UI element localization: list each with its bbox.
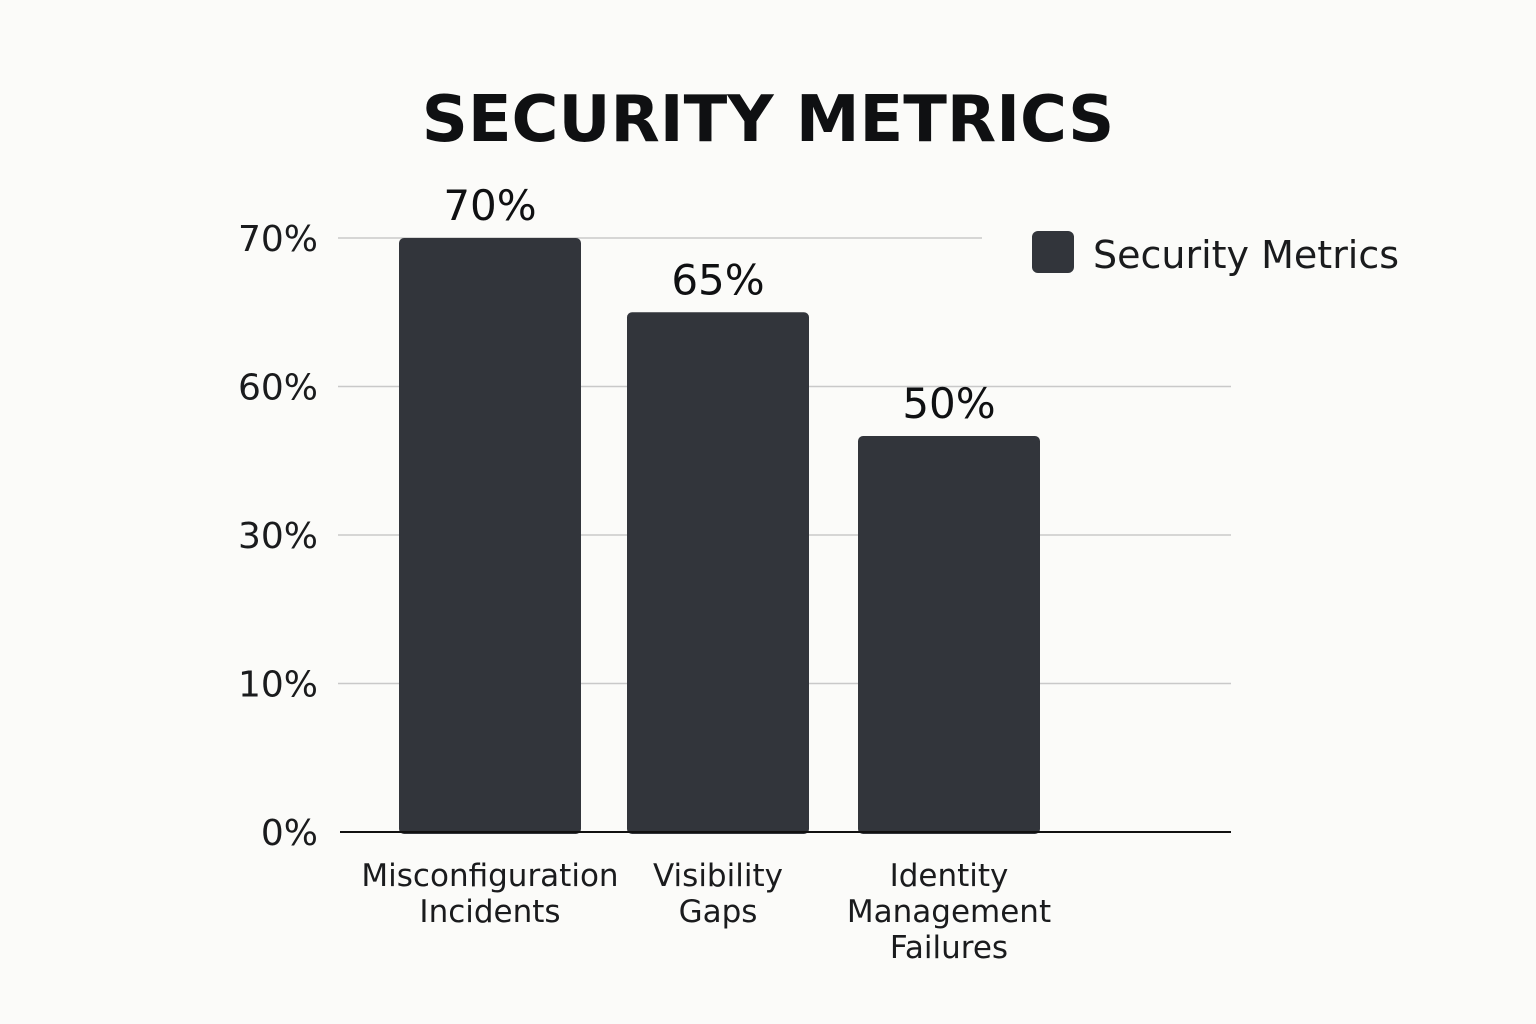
category-label: Management [847,894,1051,930]
category-label: Failures [890,930,1008,966]
y-tick-label: 60% [238,368,318,409]
bar-value-label: 50% [902,379,995,428]
legend-swatch [1032,231,1074,273]
bar [858,436,1040,834]
y-axis-ticks: 0% 10% 30% 60% 70% [238,219,318,854]
category-label: Incidents [419,894,560,930]
chart-title: SECURITY METRICS [422,83,1115,157]
bar-value-label: 70% [443,181,536,230]
y-tick-label: 0% [261,813,318,854]
category-label: Identity [890,858,1009,894]
y-tick-label: 70% [238,219,318,260]
bar [627,312,809,834]
legend-label: Security Metrics [1093,233,1399,277]
y-tick-label: 10% [238,665,318,706]
category-label: Gaps [679,894,758,930]
y-tick-label: 30% [238,516,318,557]
bars [399,238,1040,834]
legend: Security Metrics [1032,231,1399,277]
category-label: Misconfiguration [361,858,618,894]
bar-value-label: 65% [671,255,764,304]
bar [399,238,581,834]
category-label: Visibility [653,858,783,894]
value-labels: 70% 65% 50% [443,181,995,428]
